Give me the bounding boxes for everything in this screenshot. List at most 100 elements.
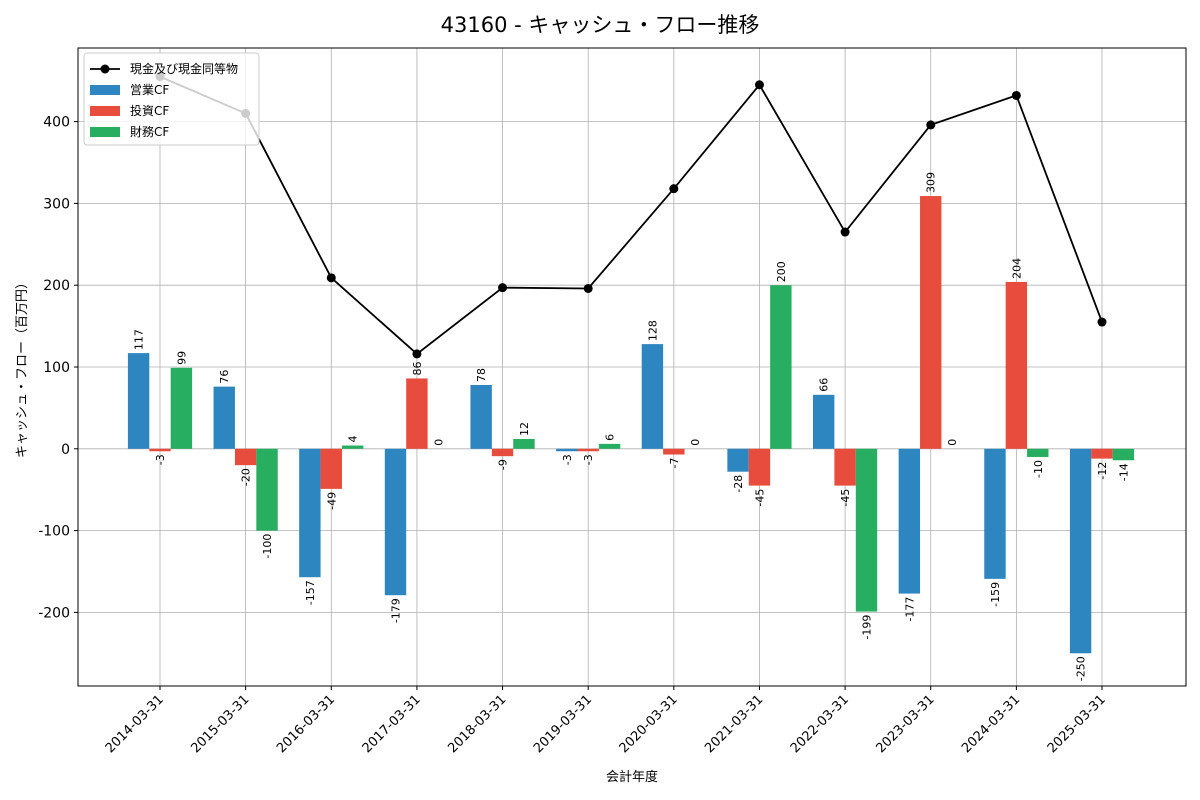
bar-営業CF (213, 386, 235, 449)
bar-value-label: -100 (261, 534, 274, 559)
x-tick-label: 2015-03-31 (188, 692, 252, 756)
x-tick-label: 2018-03-31 (445, 692, 509, 756)
bar-labels: 11776-157-17978-3128-2866-177-159-250-3-… (133, 172, 1131, 681)
x-tick-label: 2021-03-31 (702, 692, 766, 756)
legend-label: 営業CF (130, 83, 169, 97)
x-tick-label: 2023-03-31 (874, 692, 938, 756)
bar-投資CF (149, 448, 171, 452)
bar-value-label: 0 (946, 439, 959, 446)
bar-営業CF (299, 448, 321, 578)
legend-bar-swatch (90, 106, 120, 116)
bar-value-label: -3 (582, 454, 595, 465)
legend-bar-swatch (90, 85, 120, 95)
bar-value-label: -7 (668, 458, 681, 469)
bar-投資CF (748, 448, 771, 486)
bar-営業CF (727, 448, 749, 472)
y-tick-label: -100 (38, 524, 70, 540)
bar-投資CF (234, 448, 257, 466)
bar-value-label: -199 (860, 615, 873, 640)
bar-財務CF (513, 438, 535, 449)
x-axis-label: 会計年度 (606, 769, 658, 785)
bar-value-label: 200 (775, 261, 788, 282)
bar-財務CF (341, 445, 364, 449)
x-tick-label: 2017-03-31 (360, 692, 424, 756)
bar-営業CF (384, 448, 407, 596)
bar-value-label: 128 (646, 320, 659, 341)
bar-value-label: -3 (561, 454, 574, 465)
bar-営業CF (556, 448, 578, 452)
bar-value-label: 4 (347, 436, 360, 443)
bar-value-label: -14 (1117, 463, 1130, 481)
legend-label: 投資CF (130, 103, 169, 118)
bar-財務CF (170, 367, 193, 449)
bar-value-label: 309 (925, 172, 938, 193)
chart-title: 43160 - キャッシュ・フロー推移 (441, 13, 760, 37)
cash-line-point (326, 273, 336, 283)
bar-value-label: -157 (304, 580, 317, 605)
cash-line-point (1097, 317, 1107, 327)
cash-line-point (498, 283, 508, 293)
x-tick-label: 2016-03-31 (274, 692, 338, 756)
bar-投資CF (406, 378, 428, 449)
bar-value-label: -159 (989, 582, 1002, 607)
cash-line-path (159, 75, 1103, 356)
bar-投資CF (663, 448, 685, 455)
bar-value-label: 0 (432, 439, 445, 446)
y-tick-label: -200 (38, 605, 70, 621)
bar-value-label: -49 (325, 492, 338, 510)
bar-営業CF (127, 353, 150, 449)
bar-営業CF (812, 394, 835, 449)
y-tick-label: 400 (43, 115, 70, 131)
bar-value-label: -20 (240, 468, 253, 486)
y-tick-label: 200 (43, 278, 70, 294)
x-tick-label: 2014-03-31 (103, 692, 167, 756)
x-tick-label: 2022-03-31 (788, 692, 852, 756)
bar-value-label: -3 (154, 454, 167, 465)
x-tick-label: 2020-03-31 (617, 692, 681, 756)
cash-line (155, 72, 1107, 359)
bar-財務CF (855, 448, 878, 612)
bar-投資CF (491, 448, 514, 457)
bar-value-label: 12 (518, 422, 531, 436)
bar-value-label: 0 (689, 439, 702, 446)
x-tick-label: 2024-03-31 (959, 692, 1023, 756)
bar-value-label: 86 (411, 361, 424, 375)
bar-value-label: -250 (1075, 656, 1088, 681)
bar-value-label: -45 (753, 489, 766, 507)
bar-投資CF (320, 448, 342, 489)
x-tick-label: 2025-03-31 (1045, 692, 1109, 756)
legend-bar-swatch (90, 127, 120, 137)
bar-value-label: 78 (475, 368, 488, 382)
bar-投資CF (577, 448, 599, 452)
cash-line-point (583, 283, 593, 293)
legend-label: 財務CF (130, 124, 169, 139)
bar-財務CF (1112, 448, 1135, 461)
bar-投資CF (1005, 281, 1028, 449)
legend-marker (100, 64, 110, 74)
bar-value-label: -177 (903, 597, 916, 622)
bar-value-label: 76 (218, 370, 231, 384)
y-tick-label: 100 (43, 360, 70, 376)
bar-value-label: -179 (390, 598, 403, 623)
bar-value-label: -28 (732, 475, 745, 493)
bar-投資CF (1091, 448, 1113, 459)
y-tick-label: 300 (43, 196, 70, 212)
bars (127, 196, 1135, 654)
bar-value-label: 204 (1010, 258, 1023, 279)
bar-財務CF (598, 443, 621, 449)
bar-財務CF (1027, 448, 1049, 457)
bar-value-label: -10 (1032, 460, 1045, 478)
bar-value-label: -12 (1096, 462, 1109, 480)
cash-line-point (1011, 90, 1021, 100)
cash-line-point (926, 120, 936, 130)
cash-line-point (412, 349, 422, 359)
bar-営業CF (470, 384, 492, 449)
cash-line-point (754, 80, 764, 90)
bar-財務CF (256, 448, 278, 531)
bar-営業CF (641, 344, 664, 449)
bar-営業CF (984, 448, 1006, 579)
bar-value-label: 99 (175, 351, 188, 365)
